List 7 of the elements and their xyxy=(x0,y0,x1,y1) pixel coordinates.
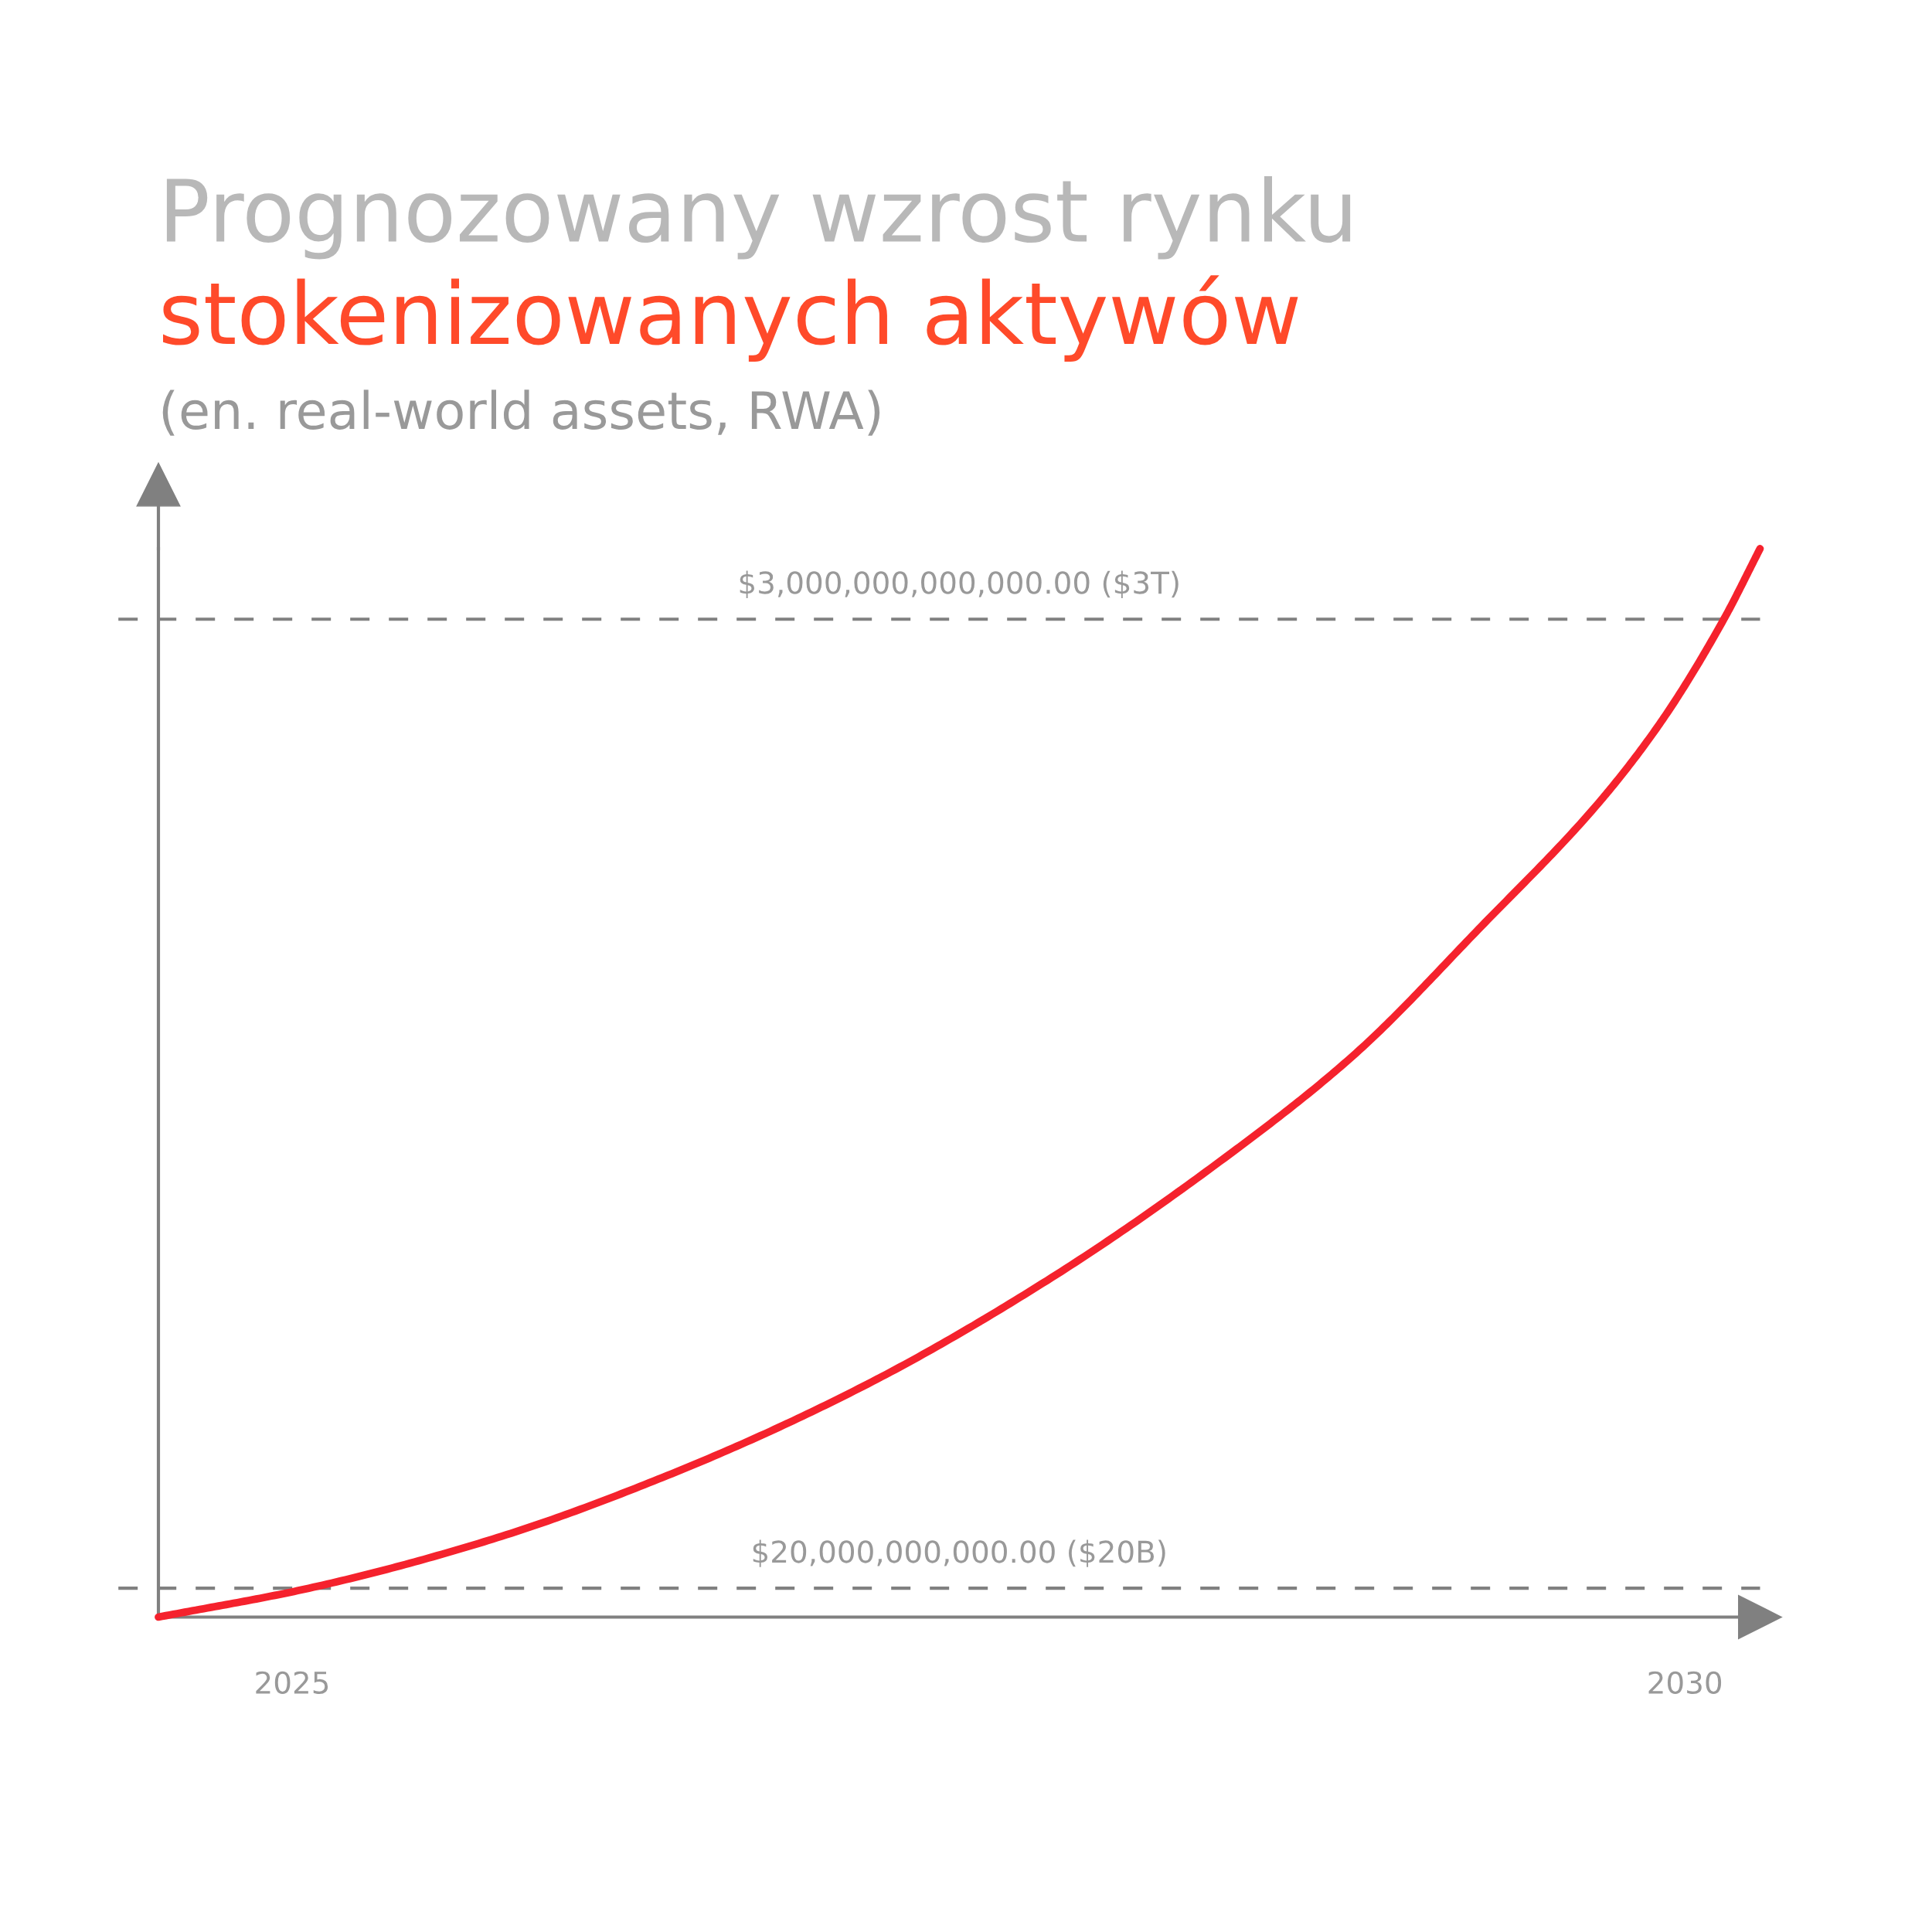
text: (en. real-world assets, RWA) xyxy=(162,389,880,436)
x-tick-label: 2030 xyxy=(1648,1671,1722,1695)
chart-title: Prognozowany wzrost rynku xyxy=(166,176,1351,260)
x-tick-label: 2025 xyxy=(256,1671,328,1695)
chart-subtitle: stokenizowanych aktywów xyxy=(163,275,1298,362)
ref-line-label: $3,000,000,000,000.00 ($3T) xyxy=(740,570,1179,598)
ref-line-label: $20,000,000,000.00 ($20B) xyxy=(753,1539,1165,1567)
